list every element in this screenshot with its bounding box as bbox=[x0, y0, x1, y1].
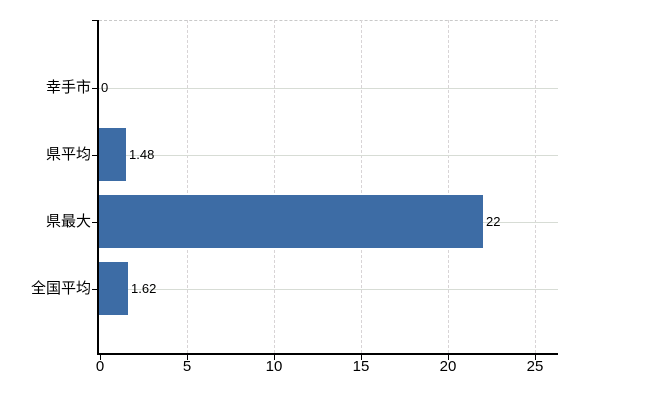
x-tick-label: 25 bbox=[526, 358, 544, 375]
y-tick bbox=[92, 289, 97, 290]
category-label: 幸手市 bbox=[45, 79, 91, 96]
x-tick-label: 15 bbox=[352, 358, 370, 375]
x-tick bbox=[187, 355, 188, 360]
x-axis-line bbox=[97, 353, 558, 355]
bar bbox=[99, 128, 126, 181]
value-label: 22 bbox=[486, 214, 501, 229]
x-tick bbox=[448, 355, 449, 360]
value-label: 1.48 bbox=[129, 147, 155, 162]
h-gridline bbox=[99, 88, 558, 89]
v-gridline bbox=[274, 20, 275, 353]
x-tick bbox=[100, 355, 101, 360]
x-tick-label: 5 bbox=[182, 358, 192, 375]
h-gridline bbox=[99, 155, 558, 156]
h-gridline bbox=[99, 289, 558, 290]
v-gridline bbox=[361, 20, 362, 353]
x-tick-label: 20 bbox=[439, 358, 457, 375]
category-label: 県平均 bbox=[45, 146, 91, 163]
x-tick bbox=[535, 355, 536, 360]
category-label: 県最大 bbox=[45, 213, 91, 230]
value-label: 1.62 bbox=[131, 281, 157, 296]
x-tick bbox=[361, 355, 362, 360]
v-gridline bbox=[187, 20, 188, 353]
plot-top-border bbox=[99, 20, 558, 21]
bar bbox=[99, 262, 128, 315]
y-axis-line bbox=[97, 20, 99, 355]
y-tick bbox=[92, 20, 97, 21]
y-tick bbox=[92, 88, 97, 89]
value-label: 0 bbox=[101, 80, 109, 95]
x-tick-label: 10 bbox=[265, 358, 283, 375]
y-tick bbox=[92, 222, 97, 223]
y-tick bbox=[92, 155, 97, 156]
x-tick bbox=[274, 355, 275, 360]
x-tick-label: 0 bbox=[95, 358, 105, 375]
v-gridline bbox=[535, 20, 536, 353]
bar bbox=[99, 195, 483, 248]
v-gridline bbox=[448, 20, 449, 353]
category-label: 全国平均 bbox=[30, 280, 91, 297]
